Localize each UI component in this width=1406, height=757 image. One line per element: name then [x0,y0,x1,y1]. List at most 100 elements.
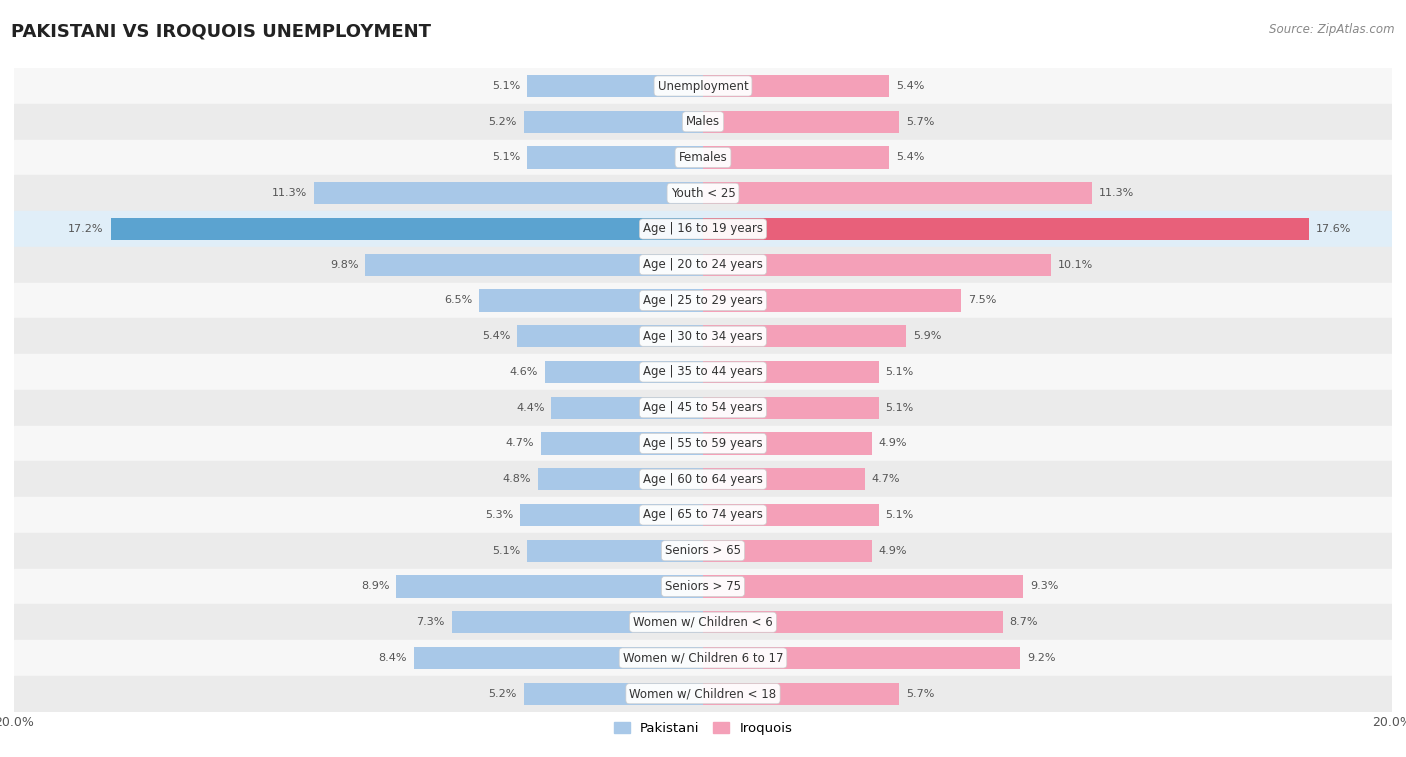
Text: 5.7%: 5.7% [907,117,935,126]
Bar [703,468,865,491]
Text: PAKISTANI VS IROQUOIS UNEMPLOYMENT: PAKISTANI VS IROQUOIS UNEMPLOYMENT [11,23,432,41]
Bar [14,497,1392,533]
Text: Age | 55 to 59 years: Age | 55 to 59 years [643,437,763,450]
Text: 5.7%: 5.7% [907,689,935,699]
Text: 5.1%: 5.1% [492,546,520,556]
Bar [541,432,703,454]
Text: 5.1%: 5.1% [492,152,520,163]
Text: Age | 16 to 19 years: Age | 16 to 19 years [643,223,763,235]
Bar [544,361,703,383]
Bar [314,182,703,204]
Text: 5.4%: 5.4% [896,152,924,163]
Bar [14,569,1392,604]
Text: 10.1%: 10.1% [1057,260,1092,269]
Text: 5.1%: 5.1% [886,510,914,520]
Bar [14,282,1392,319]
Text: Age | 60 to 64 years: Age | 60 to 64 years [643,472,763,486]
Text: 5.1%: 5.1% [886,403,914,413]
Bar [551,397,703,419]
Bar [14,425,1392,461]
Bar [703,611,1002,634]
Text: Age | 25 to 29 years: Age | 25 to 29 years [643,294,763,307]
Text: Seniors > 75: Seniors > 75 [665,580,741,593]
Text: 4.7%: 4.7% [872,474,900,484]
Bar [14,676,1392,712]
Text: Source: ZipAtlas.com: Source: ZipAtlas.com [1270,23,1395,36]
Bar [703,361,879,383]
Bar [703,647,1019,669]
Bar [703,182,1092,204]
Text: 4.4%: 4.4% [516,403,544,413]
Text: 5.1%: 5.1% [492,81,520,91]
Bar [703,254,1050,276]
Bar [703,326,907,347]
Text: 5.4%: 5.4% [896,81,924,91]
Text: 8.9%: 8.9% [361,581,389,591]
Text: 11.3%: 11.3% [271,188,307,198]
Text: 5.4%: 5.4% [482,332,510,341]
Bar [537,468,703,491]
Text: Females: Females [679,151,727,164]
Bar [14,68,1392,104]
Bar [14,139,1392,176]
Bar [527,540,703,562]
Bar [527,146,703,169]
Bar [14,247,1392,282]
Bar [703,432,872,454]
Bar [14,461,1392,497]
Text: 6.5%: 6.5% [444,295,472,306]
Bar [703,111,900,132]
Text: 9.3%: 9.3% [1031,581,1059,591]
Bar [524,683,703,705]
Text: 7.5%: 7.5% [969,295,997,306]
Legend: Pakistani, Iroquois: Pakistani, Iroquois [609,717,797,740]
Bar [703,575,1024,597]
Bar [479,289,703,312]
Text: Males: Males [686,115,720,128]
Bar [396,575,703,597]
Bar [14,211,1392,247]
Text: 4.9%: 4.9% [879,546,907,556]
Bar [14,390,1392,425]
Bar [14,533,1392,569]
Text: 9.2%: 9.2% [1026,653,1056,663]
Text: 4.6%: 4.6% [509,367,537,377]
Bar [703,504,879,526]
Text: Age | 45 to 54 years: Age | 45 to 54 years [643,401,763,414]
Text: 8.7%: 8.7% [1010,617,1038,628]
Text: Women w/ Children < 6: Women w/ Children < 6 [633,615,773,629]
Bar [451,611,703,634]
Bar [14,604,1392,640]
Bar [14,176,1392,211]
Bar [703,540,872,562]
Text: Women w/ Children 6 to 17: Women w/ Children 6 to 17 [623,652,783,665]
Text: 4.8%: 4.8% [502,474,531,484]
Text: Seniors > 65: Seniors > 65 [665,544,741,557]
Text: 5.2%: 5.2% [489,117,517,126]
Bar [517,326,703,347]
Text: 5.2%: 5.2% [489,689,517,699]
Text: 5.9%: 5.9% [912,332,942,341]
Text: 4.9%: 4.9% [879,438,907,448]
Bar [14,640,1392,676]
Text: Age | 35 to 44 years: Age | 35 to 44 years [643,366,763,378]
Bar [14,354,1392,390]
Bar [703,397,879,419]
Bar [527,75,703,97]
Bar [14,104,1392,139]
Text: 5.3%: 5.3% [485,510,513,520]
Bar [111,218,703,240]
Bar [366,254,703,276]
Text: Women w/ Children < 18: Women w/ Children < 18 [630,687,776,700]
Text: 11.3%: 11.3% [1099,188,1135,198]
Text: Age | 65 to 74 years: Age | 65 to 74 years [643,509,763,522]
Text: 7.3%: 7.3% [416,617,444,628]
Text: 5.1%: 5.1% [886,367,914,377]
Bar [703,75,889,97]
Text: Youth < 25: Youth < 25 [671,187,735,200]
Text: Unemployment: Unemployment [658,79,748,92]
Bar [703,289,962,312]
Text: Age | 20 to 24 years: Age | 20 to 24 years [643,258,763,271]
Bar [703,218,1309,240]
Bar [520,504,703,526]
